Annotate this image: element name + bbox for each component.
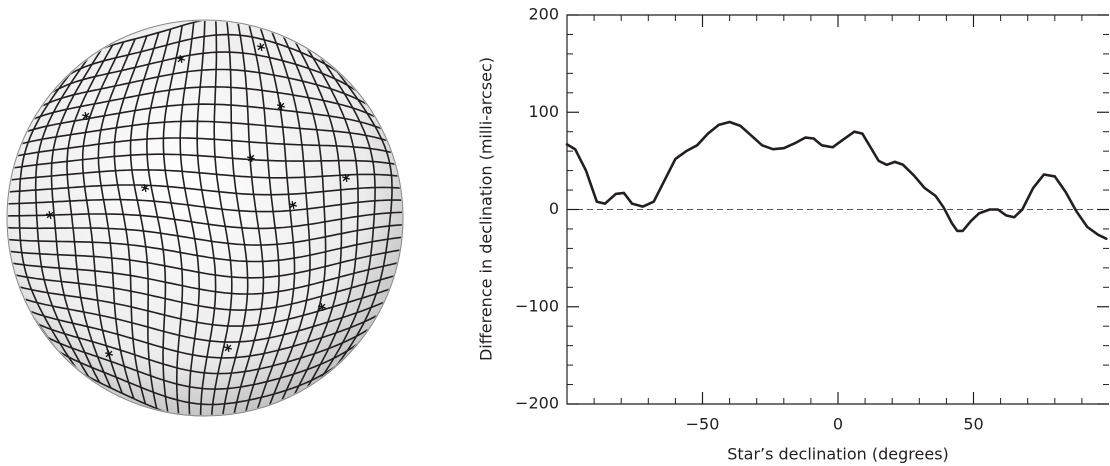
grid-line-horizontal (57, 350, 351, 406)
star (277, 102, 285, 110)
y-tick-label: 200 (528, 5, 559, 24)
y-tick-label: −200 (515, 394, 559, 413)
x-tick-label: 0 (833, 415, 843, 434)
star (318, 303, 326, 311)
plot: −200 −100 0 100 200 −50 0 50 (515, 5, 1109, 434)
grid-line-vertical (301, 41, 359, 397)
grid-line-horizontal (29, 310, 379, 359)
star (46, 211, 54, 219)
x-tick-label: 50 (963, 415, 983, 434)
star (82, 112, 90, 120)
star (224, 344, 232, 352)
star (342, 174, 350, 182)
grid-line-horizontal (47, 336, 362, 390)
stars (45, 42, 351, 359)
x-axis-label: Star’s declination (degrees) (727, 445, 949, 464)
x-tick-label: −50 (686, 415, 720, 434)
sphere-illustration (6, 19, 404, 417)
star (141, 184, 149, 192)
star (247, 154, 255, 162)
grid-line-vertical (324, 56, 393, 381)
y-axis-label: Difference in declination (milli-arcsec) (477, 57, 496, 361)
data-line (565, 120, 1108, 240)
star (257, 43, 265, 51)
grid-line-horizontal (38, 323, 371, 375)
y-tick-label: 0 (549, 199, 559, 218)
star (105, 350, 113, 358)
y-tick-label: −100 (515, 296, 559, 315)
star (177, 55, 185, 63)
star (289, 201, 297, 209)
grid-line-vertical (312, 48, 376, 390)
y-tick-label: 100 (528, 102, 559, 121)
